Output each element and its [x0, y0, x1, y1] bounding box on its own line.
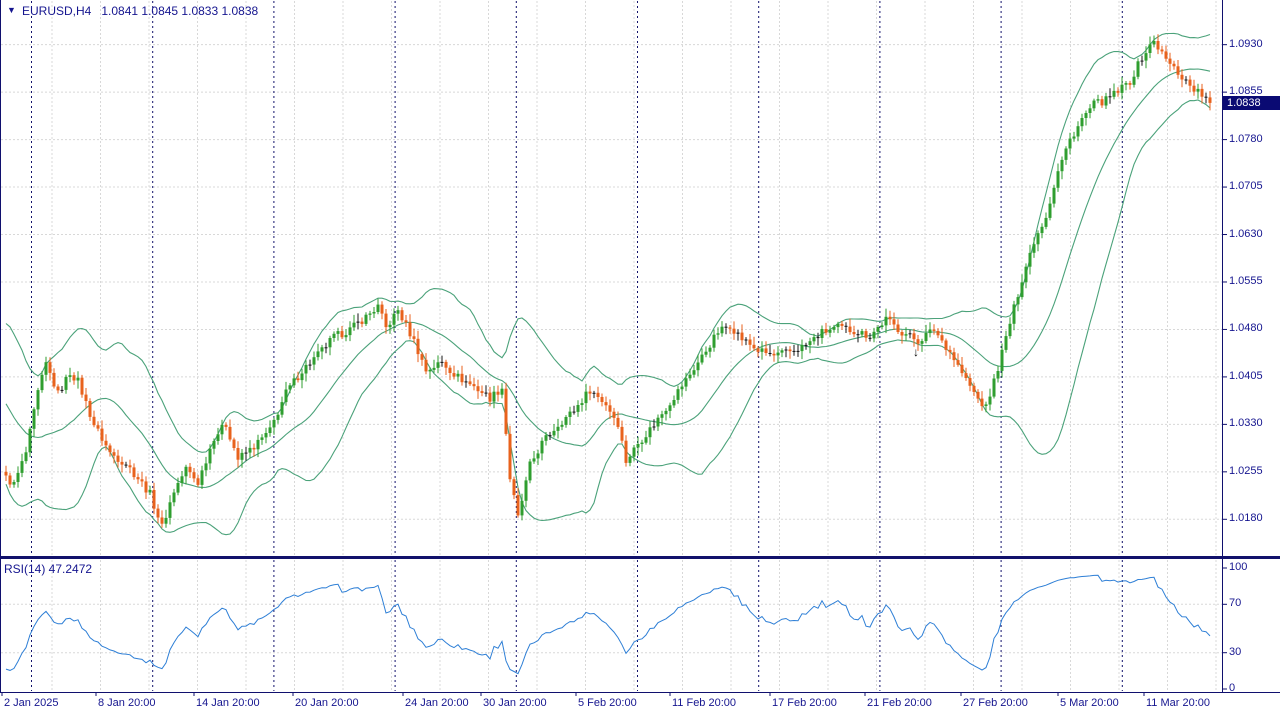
price-axis-label: 1.0255 — [1229, 464, 1263, 477]
price-axis-label: 1.0405 — [1229, 369, 1263, 382]
ohlc-quotes-label: 1.0841 1.0845 1.0833 1.0838 — [101, 4, 259, 18]
rsi-axis-label: 0 — [1229, 682, 1236, 694]
price-axis-label: 1.0630 — [1229, 227, 1263, 240]
date-axis-label: 11 Mar 20:00 — [1146, 697, 1211, 709]
date-axis-label: 8 Jan 20:00 — [98, 697, 156, 709]
date-axis-label: 2 Jan 2025 — [4, 697, 59, 709]
price-axis-label: 1.0555 — [1229, 274, 1263, 287]
symbol-period-label: EURUSD,H4 — [22, 4, 92, 18]
chart-collapse-triangle-icon: ▼ — [7, 5, 16, 15]
price-axis-label: 1.0780 — [1229, 132, 1263, 145]
date-axis-label: 11 Feb 20:00 — [672, 697, 737, 709]
date-axis-label: 5 Mar 20:00 — [1060, 697, 1119, 709]
price-axis-label: 1.0180 — [1229, 512, 1263, 525]
price-axis-label: 1.0705 — [1229, 180, 1263, 193]
price-axis-label: 1.0480 — [1229, 322, 1263, 335]
date-axis-label: 17 Feb 20:00 — [772, 697, 837, 709]
date-axis-label: 21 Feb 20:00 — [867, 697, 932, 709]
chart-title: EURUSD,H4 1.0841 1.0845 1.0833 1.0838 — [22, 4, 258, 18]
rsi-axis-label: 70 — [1229, 597, 1242, 610]
date-axis-label: 30 Jan 20:00 — [483, 697, 547, 709]
rsi-axis-label: 30 — [1229, 645, 1242, 658]
date-axis-label: 5 Feb 20:00 — [578, 697, 637, 709]
date-axis-label: 14 Jan 20:00 — [196, 697, 260, 709]
date-axis-label: 24 Jan 20:00 — [405, 697, 469, 709]
mouse-cursor-icon: ↓ — [913, 345, 919, 359]
date-axis-label: 27 Feb 20:00 — [963, 697, 1028, 709]
rsi-indicator-label: RSI(14) 47.2472 — [4, 562, 93, 576]
rsi-axis-label: 100 — [1229, 561, 1248, 573]
date-axis-label: 20 Jan 20:00 — [295, 697, 359, 709]
current-price-badge: 1.0838 — [1223, 95, 1280, 110]
price-axis-label: 1.0330 — [1229, 417, 1263, 430]
price-axis-label: 1.0855 — [1229, 85, 1263, 98]
price-axis-label: 1.0930 — [1229, 37, 1263, 50]
